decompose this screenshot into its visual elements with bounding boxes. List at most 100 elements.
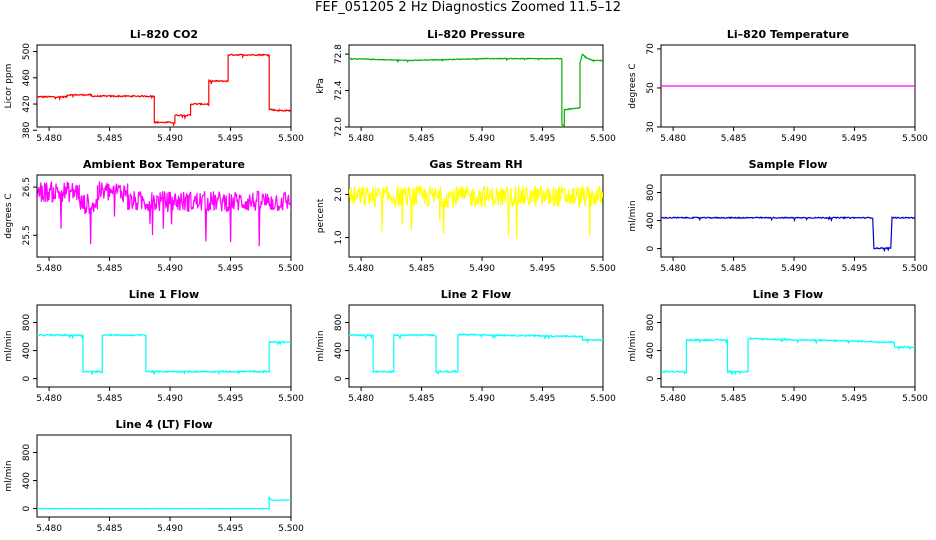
x-tick-label: 5.490	[157, 264, 183, 274]
y-axis-label: degrees C	[4, 193, 14, 238]
y-tick-label: 800	[334, 314, 344, 331]
x-tick-label: 5.490	[781, 394, 807, 404]
y-tick-label: 70	[646, 43, 656, 55]
y-tick-label: 50	[646, 82, 656, 94]
x-tick-label: 5.500	[590, 264, 616, 274]
x-tick-label: 5.490	[469, 394, 495, 404]
x-tick-label: 5.500	[590, 394, 616, 404]
chart-panel-8: Line 2 Flow 5.480 5.485 5.490 5.495 5.500 0 400…	[316, 288, 616, 404]
chart-title: Line 3 Flow	[753, 288, 823, 301]
x-tick-label: 5.480	[36, 134, 62, 144]
x-tick-label: 5.485	[409, 394, 435, 404]
chart-title: Line 4 (LT) Flow	[116, 418, 213, 431]
series-line-1	[37, 495, 291, 511]
y-tick-label: 0	[646, 375, 656, 381]
y-tick-label: 800	[646, 184, 656, 201]
x-tick-label: 5.500	[902, 134, 928, 144]
chart-title: Line 1 Flow	[129, 288, 199, 301]
x-tick-label: 5.490	[157, 134, 183, 144]
x-tick-label: 5.485	[97, 394, 123, 404]
series-line-1	[349, 53, 603, 127]
plot-frame	[36, 44, 292, 128]
series-line-1	[349, 332, 603, 376]
x-tick-label: 5.495	[218, 394, 244, 404]
chart-title: Li–820 CO2	[130, 28, 198, 41]
x-tick-label: 5.490	[157, 524, 183, 534]
chart-panel-10: Line 4 (LT) Flow 5.480 5.485 5.490 5.495 5.50…	[4, 418, 304, 534]
x-tick-label: 5.480	[348, 394, 374, 404]
x-tick-label: 5.480	[348, 264, 374, 274]
x-tick-label: 5.480	[348, 134, 374, 144]
x-tick-label: 5.495	[842, 134, 868, 144]
y-tick-label: 2.0	[334, 187, 344, 202]
y-tick-label: 72.4	[334, 80, 344, 100]
chart-panel-9: Line 3 Flow 5.480 5.485 5.490 5.495 5.500 0 400…	[628, 288, 928, 404]
y-axis-label: Licor ppm	[4, 64, 14, 109]
x-tick-label: 5.495	[530, 134, 556, 144]
plot-frame	[348, 44, 604, 128]
y-tick-label: 380	[22, 121, 32, 138]
chart-panel-4: Ambient Box Temperature 5.480 5.485 5.490 5.…	[4, 158, 304, 274]
x-tick-label: 5.495	[218, 134, 244, 144]
series-line-1	[37, 181, 291, 247]
y-tick-label: 400	[334, 342, 344, 359]
chart-title: Li–820 Temperature	[727, 28, 849, 41]
x-tick-label: 5.485	[97, 264, 123, 274]
chart-title: Li–820 Pressure	[427, 28, 525, 41]
x-tick-label: 5.500	[278, 524, 304, 534]
chart-panel-7: Line 1 Flow 5.480 5.485 5.490 5.495 5.500 0 400…	[4, 288, 304, 404]
y-tick-label: 0	[646, 245, 656, 251]
y-tick-label: 400	[22, 342, 32, 359]
series-line-1	[661, 215, 915, 253]
y-axis-label: ml/min	[316, 330, 326, 361]
x-tick-label: 5.500	[278, 134, 304, 144]
y-tick-label: 800	[22, 314, 32, 331]
x-tick-label: 5.485	[721, 134, 747, 144]
x-tick-label: 5.485	[409, 264, 435, 274]
series-line-1	[37, 53, 291, 127]
y-tick-label: 26.5	[22, 177, 32, 197]
chart-title: Sample Flow	[749, 158, 828, 171]
x-tick-label: 5.500	[902, 264, 928, 274]
x-tick-label: 5.490	[781, 264, 807, 274]
y-tick-label: 460	[22, 69, 32, 86]
chart-title: Gas Stream RH	[429, 158, 522, 171]
x-tick-label: 5.495	[530, 394, 556, 404]
chart-panel-1: Li–820 CO2 5.480 5.485 5.490 5.495 5.500 380 42…	[4, 28, 304, 144]
x-tick-label: 5.490	[157, 394, 183, 404]
x-tick-label: 5.495	[218, 264, 244, 274]
plot-frame	[348, 304, 604, 388]
y-tick-label: 800	[22, 444, 32, 461]
x-tick-label: 5.490	[469, 134, 495, 144]
series-line-1	[37, 333, 291, 377]
y-tick-label: 400	[22, 472, 32, 489]
plot-frame	[36, 304, 292, 388]
x-tick-label: 5.480	[36, 524, 62, 534]
series-line-1	[661, 337, 915, 376]
x-tick-label: 5.495	[218, 524, 244, 534]
y-tick-label: 420	[22, 95, 32, 112]
x-tick-label: 5.485	[409, 134, 435, 144]
plot-frame	[660, 304, 916, 388]
y-axis-label: percent	[316, 198, 326, 233]
y-axis-label: ml/min	[628, 330, 638, 361]
plot-frame	[348, 174, 604, 258]
y-axis-label: ml/min	[4, 460, 14, 491]
y-tick-label: 72.8	[334, 44, 344, 64]
x-tick-label: 5.480	[660, 264, 686, 274]
y-tick-label: 72.0	[334, 117, 344, 137]
y-tick-label: 400	[646, 342, 656, 359]
chart-panel-2: Li–820 Pressure 5.480 5.485 5.490 5.495 5.500…	[316, 28, 616, 144]
y-tick-label: 30	[646, 121, 656, 133]
x-tick-label: 5.490	[469, 264, 495, 274]
plot-frame	[660, 174, 916, 258]
x-tick-label: 5.480	[660, 394, 686, 404]
x-tick-label: 5.500	[278, 394, 304, 404]
x-tick-label: 5.490	[781, 134, 807, 144]
plot-frame	[36, 434, 292, 518]
chart-panel-3: Li–820 Temperature 5.480 5.485 5.490 5.495 5.…	[628, 28, 928, 144]
x-tick-label: 5.485	[721, 264, 747, 274]
x-tick-label: 5.480	[36, 394, 62, 404]
